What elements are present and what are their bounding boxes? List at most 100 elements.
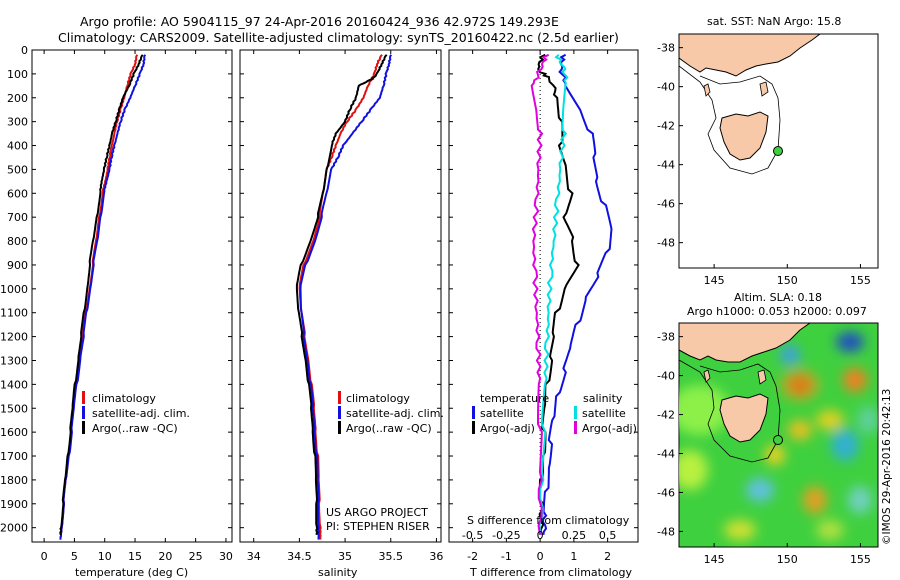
legend-swatch-temp-satellite [472,406,475,419]
sla-map-subtitle: Argo h1000: 0.053 h2000: 0.097 [687,305,867,318]
pi-annotation: PI: STEPHEN RISER [326,520,430,533]
sst-map-lon-ticks: 145 150 155 [704,264,871,287]
lat-tick-label: -40 [657,370,675,383]
lat-tick-label: -40 [657,81,675,94]
lon-tick-label: 150 [777,274,798,287]
lat-tick-label: -48 [657,525,675,538]
temperature-xlabel: temperature (deg C) [75,566,188,579]
x-tick-label: 0 [41,550,48,563]
flinders-island [759,81,769,97]
x-tick-label: 5 [71,550,78,563]
lat-tick-label: -44 [657,448,675,461]
depth-tick-label: 100 [7,68,28,81]
temperature-x-ticks: 0 5 10 15 20 25 30 [41,50,233,563]
legend-label-climatology: climatology [92,392,156,405]
legend-swatch-satellite [338,406,341,419]
sla-map-lat-ticks: -38 -40 -42 -44 -46 -48 [657,331,683,538]
depth-tick-label: 200 [7,92,28,105]
depth-tick-label: 1900 [0,498,28,511]
depth-tick-label: 900 [7,259,28,272]
salinity-xlabel: salinity [318,566,358,579]
salinity-y-ticks [240,49,441,529]
depth-tick-label: 2000 [0,522,28,535]
sst-map: sat. SST: NaN Argo: 15.8 -38 -40 -42 -44 -46… [657,15,879,287]
argo-float-marker [773,146,783,156]
x-tick-label: -1 [501,550,512,563]
x-tick-label: 15 [128,550,142,563]
depth-tick-label: 1300 [0,354,28,367]
salinity-diff-tick-label: 0.25 [562,529,587,542]
lat-tick-label: -38 [657,42,675,55]
lat-tick-label: -46 [657,486,675,499]
depth-tick-label: 0 [21,44,28,57]
legend-label-sal-satellite: satellite [582,407,626,420]
lon-tick-label: 145 [704,553,725,566]
series-line [59,54,147,540]
x-tick-label: 1 [570,550,577,563]
x-tick-label: 35 [338,550,352,563]
lat-tick-label: -42 [657,409,675,422]
lat-tick-label: -44 [657,159,675,172]
depth-tick-label: 1000 [0,283,28,296]
legend-label-temp-satellite: satellite [480,407,524,420]
x-tick-label: 0 [537,550,544,563]
temperature-profile-lines [59,54,147,540]
series-line [59,54,144,535]
difference-xlabel: T difference from climatology [469,566,632,579]
sst-map-lat-ticks: -38 -40 -42 -44 -46 -48 [657,42,683,250]
temperature-axes-frame [31,49,233,543]
depth-tick-label: 700 [7,211,28,224]
sla-map-lon-ticks: 145 150 155 [704,543,871,566]
salinity-diff-tick-label: 0.5 [599,529,617,542]
tasmania-land [719,111,769,161]
depth-tick-label: 1200 [0,331,28,344]
series-line [299,54,393,540]
depth-tick-label: 600 [7,187,28,200]
legend-header-salinity: salinity [583,392,623,405]
king-island [703,369,711,383]
legend-swatch-argo [82,421,85,434]
sla-map-title: Altim. SLA: 0.18 [734,291,822,304]
project-annotation: US ARGO PROJECT [326,506,428,519]
king-island [703,83,711,97]
victoria-land [679,323,811,363]
sla-map: Altim. SLA: 0.18 Argo h1000: 0.053 h2000… [657,291,893,566]
x-tick-label: 35.5 [379,550,404,563]
depth-tick-label: 800 [7,235,28,248]
imos-credit: ©IMOS 29-Apr-2016 20:42:13 [881,389,893,545]
x-tick-label: 25 [189,550,203,563]
difference-panel: -2 -1 0 1 2 T difference from climatology S … [448,49,639,579]
salinity-x-ticks: 34 34.5 35 35.5 36 [247,50,443,563]
salinity-profile-lines [295,54,393,540]
tasmania-land [719,393,769,443]
series-line [295,54,388,535]
salinity-difference-ticks: -0.5 -0.25 0 0.25 0.5 [462,529,616,542]
lat-tick-label: -48 [657,237,675,250]
x-tick-label: 34 [247,550,261,563]
legend-label-temp-argo: Argo(-adj) [480,422,535,435]
header-title-line1: Argo profile: AO 5904115_97 24-Apr-2016 … [80,14,559,29]
depth-tick-label: 500 [7,163,28,176]
depth-tick-label: 1700 [0,450,28,463]
salinity-diff-tick-label: 0 [537,529,544,542]
legend-swatch-sal-argo [574,421,577,434]
bathymetry-contour [679,359,781,463]
x-tick-label: 34.5 [287,550,312,563]
salinity-axes-frame [239,49,442,543]
legend-header-temperature: temperature [480,392,549,405]
temperature-legend: climatology satellite-adj. clim. Argo(..… [82,391,190,435]
difference-x-ticks: -2 -1 0 1 2 [467,50,611,563]
depth-tick-label: 1500 [0,402,28,415]
legend-swatch-climatology [82,391,85,404]
legend-label-argo: Argo(..raw -QC) [346,422,432,435]
salinity-legend: climatology satellite-adj. clim. Argo(..… [338,391,444,435]
series-line [530,53,550,535]
victoria-land [679,34,821,77]
lat-tick-label: -38 [657,331,675,344]
depth-axis-ticks: 0 100 200 300 400 500 600 700 800 900 1000 1100 1200… [0,44,232,535]
lat-tick-label: -46 [657,198,675,211]
legend-label-climatology: climatology [346,392,410,405]
x-tick-label: 30 [219,550,233,563]
legend-swatch-temp-argo [472,421,475,434]
